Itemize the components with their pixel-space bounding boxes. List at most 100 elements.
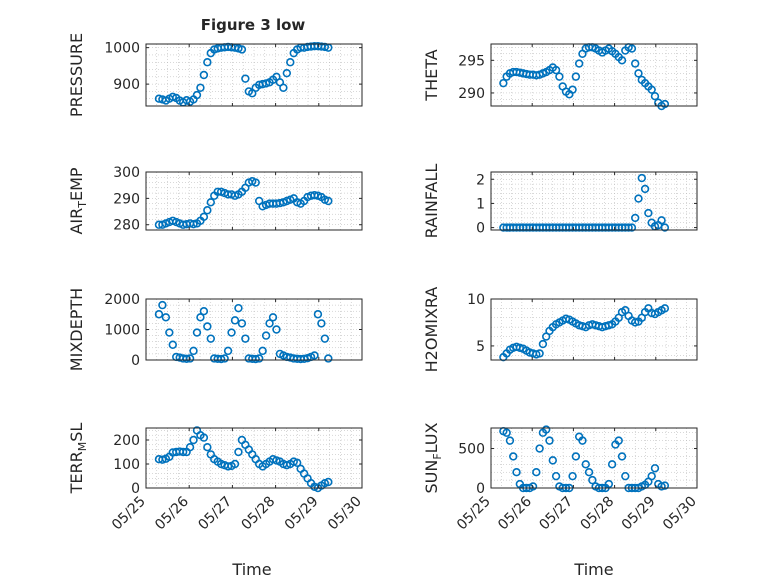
data-point — [535, 444, 544, 453]
y-axis-label: PRESSURE — [67, 33, 86, 117]
data-point — [604, 479, 614, 489]
y-tick-label: 280 — [113, 218, 140, 234]
x-tick-label: 05/28 — [578, 494, 618, 534]
y-tick-label: 1000 — [104, 323, 140, 339]
data-point — [196, 83, 205, 92]
data-point — [216, 354, 226, 364]
subplot-pressure: 900 1000 PRESSURE — [67, 33, 363, 117]
y-tick-label: 300 — [113, 165, 140, 181]
data-point — [324, 354, 333, 363]
data-point — [630, 59, 640, 68]
axes-box — [490, 43, 698, 107]
y-axis-label: MIXDEPTH — [67, 288, 86, 371]
y-tick-label: 10 — [467, 292, 485, 308]
data-point — [607, 460, 617, 469]
data-point — [630, 213, 640, 223]
data-point — [621, 471, 630, 481]
data-point — [203, 443, 212, 452]
data-point — [230, 316, 240, 325]
data-point — [178, 447, 188, 457]
data-point — [237, 45, 247, 54]
data-point — [185, 354, 195, 363]
x-tick-label: 05/29 — [282, 494, 322, 534]
data-point — [617, 56, 627, 65]
data-point — [660, 481, 670, 490]
data-point — [505, 436, 515, 445]
data-point — [158, 300, 167, 310]
data-point — [203, 322, 212, 331]
data-point — [251, 354, 260, 364]
y-tick-label: 500 — [458, 442, 485, 458]
data-point — [223, 462, 233, 471]
subplot-h2omixra: 5 10 H2OMIXRA — [422, 287, 698, 372]
data-point — [199, 433, 209, 442]
plot-area — [491, 172, 697, 230]
data-point — [512, 468, 521, 477]
y-tick-label: 0 — [476, 481, 485, 497]
data-point — [502, 428, 511, 437]
data-point — [293, 458, 302, 467]
y-tick-label: 290 — [113, 191, 140, 207]
data-point — [657, 216, 666, 225]
data-point — [241, 334, 250, 343]
data-point — [168, 340, 177, 349]
data-point — [644, 208, 653, 218]
data-point — [241, 74, 250, 83]
data-point — [234, 303, 243, 313]
data-point — [261, 331, 271, 340]
data-point — [189, 435, 198, 445]
figure-title: Figure 3 low — [201, 16, 306, 34]
x-tick-label: 05/26 — [152, 493, 192, 533]
data-point — [650, 464, 660, 473]
subplot-mixdepth: 0 1000 2000 MIXDEPTH — [67, 288, 363, 371]
data-point — [286, 58, 295, 67]
data-point — [199, 70, 209, 80]
data-point — [509, 452, 518, 461]
data-point — [660, 304, 670, 313]
data-point — [640, 184, 650, 194]
data-point — [220, 354, 229, 363]
data-point — [634, 69, 643, 78]
data-point — [538, 339, 548, 349]
y-tick-label: 1 — [476, 196, 485, 212]
data-point — [158, 455, 167, 464]
data-point — [196, 313, 205, 322]
data-point — [165, 328, 174, 337]
subplot-rainfall: 0 1 2 RAINFALL — [422, 164, 698, 239]
data-point — [192, 328, 202, 337]
y-axis-label: AIRTEMP — [67, 167, 89, 234]
data-point — [199, 212, 209, 222]
data-point — [258, 346, 267, 356]
data-point — [499, 78, 508, 88]
data-point — [532, 468, 541, 477]
data-point — [203, 58, 212, 67]
data-point — [206, 198, 216, 207]
data-point — [268, 313, 278, 322]
x-tick-label: 05/29 — [619, 494, 659, 534]
y-tick-label: 100 — [113, 457, 140, 473]
data-point — [588, 475, 597, 485]
data-point — [313, 310, 323, 319]
data-point — [317, 319, 326, 328]
data-point — [571, 72, 581, 81]
data-point — [574, 59, 584, 68]
data-point — [251, 178, 260, 187]
y-axis-label: RAINFALL — [422, 164, 441, 239]
data-point — [203, 206, 212, 215]
x-tick-label: 05/25 — [454, 494, 494, 534]
data-point — [324, 196, 333, 206]
axes-box — [490, 298, 698, 361]
data-point — [660, 99, 670, 109]
data-point — [551, 65, 561, 75]
data-point — [282, 68, 292, 78]
data-point — [324, 477, 333, 487]
y-axis-label: SUNFLUX — [422, 422, 444, 493]
subplot-sun-flux: 0 500 SUNFLUX 05/25 05/26 05/27 05/28 05/29 05/3… — [422, 422, 700, 533]
data-point — [581, 460, 590, 469]
y-tick-label: 1000 — [104, 41, 140, 57]
data-point — [624, 223, 633, 232]
data-point — [230, 459, 240, 469]
data-point — [223, 346, 233, 356]
